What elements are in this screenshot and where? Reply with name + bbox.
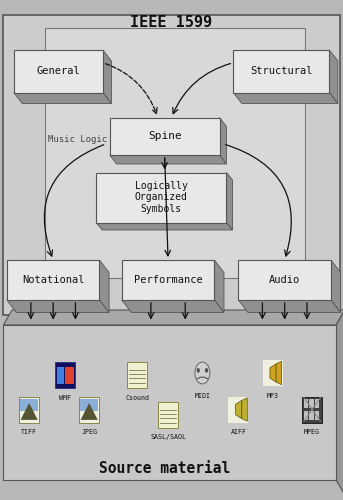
Polygon shape xyxy=(242,398,247,421)
Bar xyxy=(19,396,39,422)
Polygon shape xyxy=(110,155,226,164)
Polygon shape xyxy=(7,300,109,312)
Polygon shape xyxy=(96,222,233,230)
Text: Audio: Audio xyxy=(269,275,300,285)
Bar xyxy=(57,366,64,384)
Text: WMF: WMF xyxy=(59,394,71,400)
Text: Performance: Performance xyxy=(134,275,202,285)
Bar xyxy=(14,50,103,92)
Polygon shape xyxy=(103,50,111,104)
Polygon shape xyxy=(233,92,338,104)
Polygon shape xyxy=(220,118,226,164)
Polygon shape xyxy=(236,400,242,418)
Text: MP3: MP3 xyxy=(267,393,279,399)
Bar xyxy=(110,118,220,155)
Polygon shape xyxy=(331,260,341,312)
Bar xyxy=(20,399,38,411)
Polygon shape xyxy=(226,172,233,230)
Bar xyxy=(45,28,305,278)
Polygon shape xyxy=(14,92,111,104)
Bar xyxy=(263,360,283,386)
Text: Music Logic: Music Logic xyxy=(48,136,107,144)
Text: AIFF: AIFF xyxy=(230,430,246,436)
Bar xyxy=(158,402,178,427)
Polygon shape xyxy=(81,403,98,420)
Polygon shape xyxy=(3,310,343,325)
Bar xyxy=(315,411,319,420)
Bar xyxy=(228,396,248,422)
Circle shape xyxy=(197,368,200,372)
Bar xyxy=(304,399,308,408)
Text: JPEG: JPEG xyxy=(81,430,97,436)
Bar xyxy=(3,325,336,480)
Polygon shape xyxy=(238,300,341,312)
Bar xyxy=(302,396,322,422)
Bar xyxy=(96,172,226,222)
Text: Spine: Spine xyxy=(148,132,181,141)
Polygon shape xyxy=(276,362,282,384)
Bar xyxy=(122,260,214,300)
Bar xyxy=(127,362,147,388)
Bar xyxy=(309,411,314,420)
Text: SASL/SAOL: SASL/SAOL xyxy=(150,434,186,440)
Text: MPEG: MPEG xyxy=(304,430,320,436)
Polygon shape xyxy=(21,403,38,420)
Bar xyxy=(55,362,75,388)
Polygon shape xyxy=(270,364,276,382)
Circle shape xyxy=(195,362,210,384)
Bar xyxy=(7,260,99,300)
Polygon shape xyxy=(99,260,109,312)
Bar xyxy=(238,260,331,300)
Bar xyxy=(65,366,74,384)
Text: Logically
Organized
Symbols: Logically Organized Symbols xyxy=(135,181,188,214)
Text: Source material: Source material xyxy=(99,461,230,476)
Bar xyxy=(79,396,99,422)
Polygon shape xyxy=(336,310,343,495)
Text: Structural: Structural xyxy=(250,66,312,76)
Bar xyxy=(309,399,314,408)
Polygon shape xyxy=(122,300,224,312)
Text: General: General xyxy=(36,66,80,76)
Bar xyxy=(304,411,308,420)
Text: TIFF: TIFF xyxy=(21,430,37,436)
Text: IEEE 1599: IEEE 1599 xyxy=(130,15,213,30)
Bar xyxy=(233,50,329,92)
Text: MIDI: MIDI xyxy=(194,393,210,399)
Polygon shape xyxy=(214,260,224,312)
Bar xyxy=(3,15,340,315)
Polygon shape xyxy=(329,50,338,104)
Bar xyxy=(80,399,98,411)
Circle shape xyxy=(205,368,208,372)
Text: Notational: Notational xyxy=(22,275,84,285)
Text: Csound: Csound xyxy=(125,394,149,400)
Bar xyxy=(315,399,319,408)
